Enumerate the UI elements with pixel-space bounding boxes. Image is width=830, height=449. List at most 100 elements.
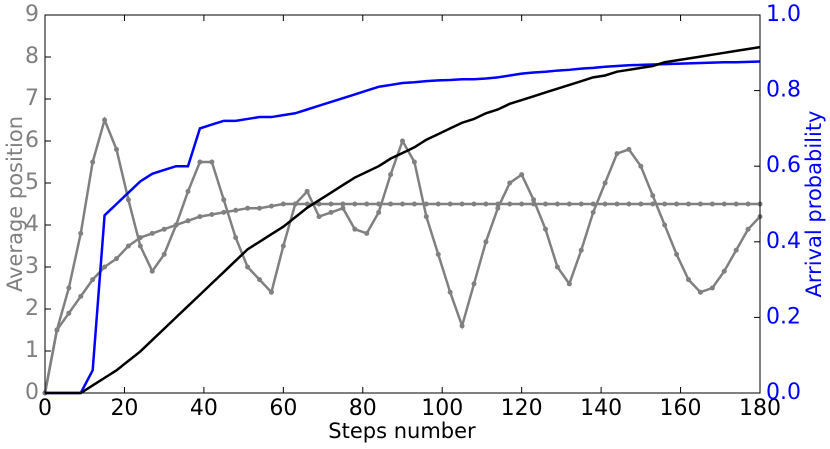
series-marker	[328, 209, 334, 215]
x-tick-label: 0	[38, 396, 52, 421]
series-marker	[566, 201, 572, 207]
series-marker	[411, 159, 417, 165]
x-tick-label: 60	[269, 396, 297, 421]
series-marker	[483, 201, 489, 207]
series-marker	[221, 209, 227, 215]
series-marker	[745, 226, 751, 232]
series-marker	[245, 205, 251, 211]
series-marker	[543, 226, 548, 232]
series-marker	[102, 264, 108, 270]
series-marker	[364, 201, 370, 207]
series-marker	[411, 201, 417, 207]
y2-axis-label: Arrival probability	[802, 111, 826, 298]
series-marker	[352, 201, 358, 207]
series-marker	[531, 201, 537, 207]
x-tick-label: 140	[580, 396, 622, 421]
y-tick-label: 7	[25, 86, 39, 111]
series-marker	[495, 205, 501, 211]
series-marker	[102, 117, 108, 123]
series-line	[45, 45, 761, 395]
series-marker	[161, 251, 167, 257]
series-marker	[590, 201, 596, 207]
y-tick-label: 9	[25, 2, 39, 27]
series-marker	[137, 243, 143, 249]
x-tick-label: 80	[349, 396, 377, 421]
series-marker	[709, 285, 715, 291]
series-marker	[435, 251, 441, 257]
series-marker	[304, 201, 310, 207]
series-marker	[519, 201, 525, 207]
series-marker	[125, 197, 131, 203]
series-marker	[554, 264, 560, 270]
y-tick-label: 3	[25, 254, 39, 279]
series-marker	[614, 151, 620, 157]
series-marker	[400, 138, 405, 144]
series-marker	[209, 159, 215, 165]
series-marker	[114, 256, 119, 262]
y-axis-label: Average position	[3, 116, 27, 292]
x-tick-label: 180	[739, 396, 781, 421]
series-marker	[483, 239, 489, 245]
series-line	[45, 60, 761, 395]
x-axis-label: Steps number	[328, 419, 476, 443]
series-marker	[733, 247, 739, 253]
series-line	[43, 116, 761, 394]
series-marker	[376, 201, 382, 207]
series-marker	[78, 230, 84, 236]
series-marker	[745, 201, 751, 207]
series-marker	[54, 327, 60, 333]
series-marker	[149, 230, 155, 236]
series-marker	[233, 235, 239, 241]
series-marker	[686, 277, 691, 283]
series-marker	[340, 205, 346, 211]
series-marker	[125, 243, 131, 249]
series-marker	[185, 188, 191, 194]
series-marker	[209, 212, 215, 217]
series-marker	[447, 201, 453, 207]
plot-frame	[44, 14, 761, 394]
series-marker	[400, 201, 405, 207]
series-marker	[233, 207, 239, 213]
series-marker	[352, 226, 358, 232]
series-marker	[90, 159, 96, 165]
series-marker	[114, 146, 119, 152]
series-marker	[173, 222, 179, 228]
series-marker	[447, 289, 453, 295]
y-tick-label: 6	[25, 128, 39, 153]
series-marker	[578, 247, 584, 253]
series-marker	[388, 172, 394, 178]
series-marker	[495, 201, 501, 207]
x-tick-label: 20	[110, 396, 138, 421]
series-marker	[638, 163, 644, 169]
series-marker	[257, 277, 262, 283]
series-marker	[471, 281, 477, 287]
series-marker	[650, 201, 656, 207]
series-marker	[674, 201, 680, 207]
series-marker	[507, 180, 513, 186]
series-marker	[280, 243, 286, 249]
y2-tick-label: 0.6	[766, 153, 801, 178]
series-marker	[376, 209, 382, 215]
series-marker	[566, 281, 572, 287]
series-marker	[602, 180, 608, 186]
series-marker	[197, 214, 203, 220]
y2-tick-label: 0.0	[766, 380, 801, 405]
y2-tick-label: 0.2	[766, 304, 801, 329]
series-marker	[423, 201, 429, 207]
x-tick-label: 100	[421, 396, 463, 421]
series-marker	[662, 201, 668, 207]
series-marker	[221, 197, 227, 203]
series-marker	[709, 201, 715, 207]
series-marker	[257, 205, 262, 211]
series-marker	[90, 277, 96, 283]
series-marker	[471, 201, 477, 207]
series-marker	[245, 264, 251, 270]
series-marker	[292, 201, 298, 207]
y-tick-label: 1	[25, 338, 39, 363]
series-marker	[578, 201, 584, 207]
series-marker	[78, 293, 84, 299]
x-tick-label: 160	[660, 396, 702, 421]
series-marker	[268, 289, 274, 295]
series-marker	[697, 201, 703, 207]
series-marker	[519, 172, 525, 178]
